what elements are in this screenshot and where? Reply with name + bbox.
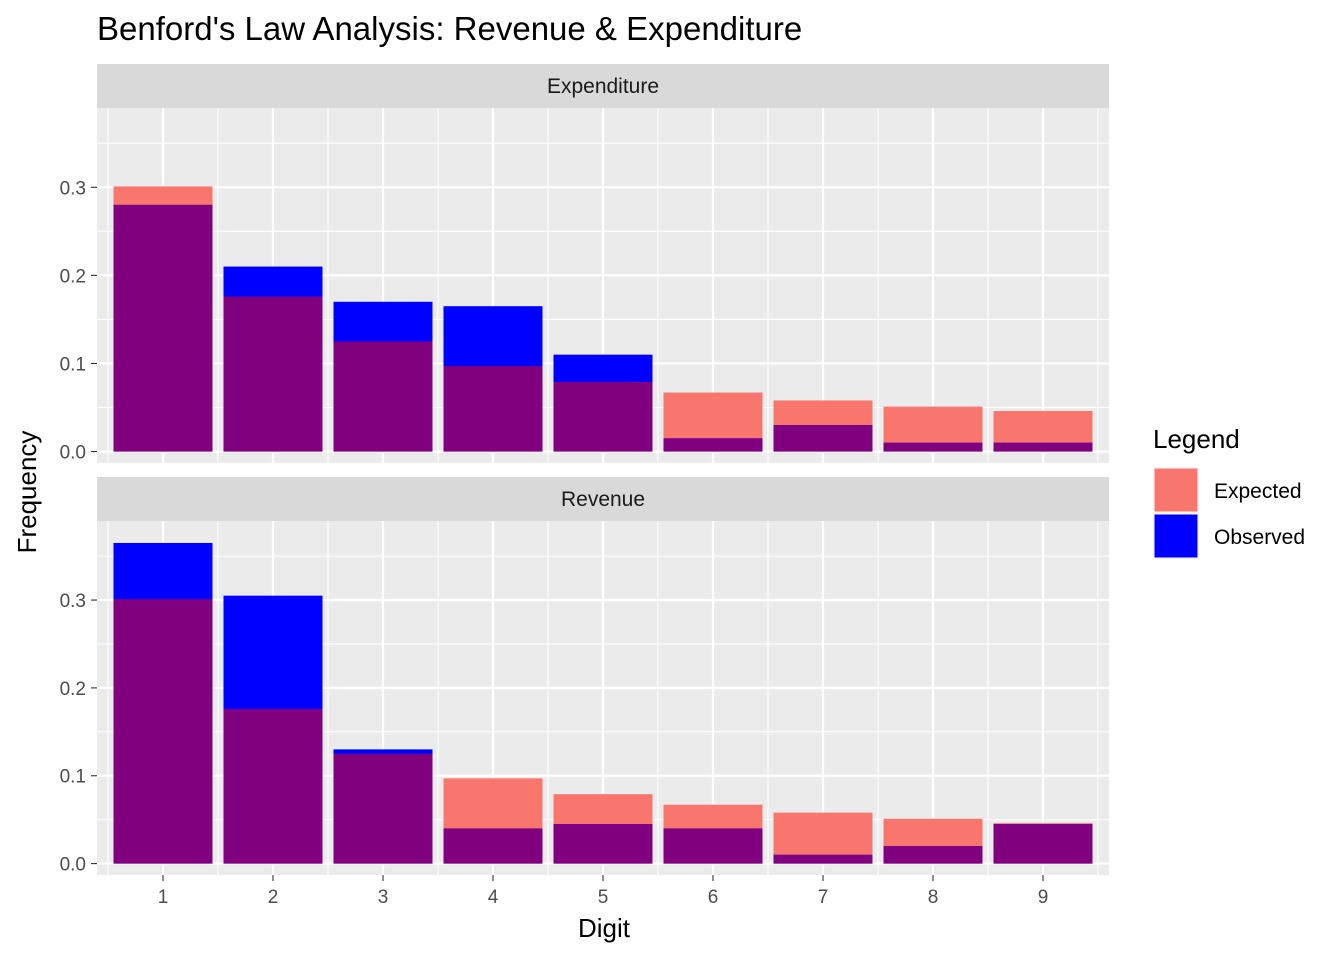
y-tick-label: 0.0 xyxy=(60,855,86,876)
bar-overlap-expenditure-2 xyxy=(223,296,323,452)
chart-title: Benford's Law Analysis: Revenue & Expend… xyxy=(97,10,802,47)
legend-swatch-observed xyxy=(1153,513,1199,559)
facet-expenditure: Expenditure 0.0 0.1 0.2 0.3 xyxy=(60,64,1109,464)
y-tick-label: 0.3 xyxy=(60,178,86,199)
x-axis-title: Digit xyxy=(578,913,631,943)
facet-label-expenditure: Expenditure xyxy=(547,75,659,98)
bar-overlap-revenue-4 xyxy=(443,828,543,864)
y-tick-label: 0.1 xyxy=(60,767,86,788)
x-tick-label: 9 xyxy=(1038,887,1049,908)
bar-overlap-revenue-6 xyxy=(663,828,763,864)
bar-overlap-expenditure-6 xyxy=(663,438,763,452)
x-tick-label: 3 xyxy=(378,887,389,908)
x-tick-label: 1 xyxy=(158,887,169,908)
bar-overlap-revenue-9 xyxy=(993,824,1093,864)
bar-overlap-expenditure-3 xyxy=(333,341,433,452)
bar-overlap-expenditure-4 xyxy=(443,366,543,452)
bar-overlap-expenditure-7 xyxy=(773,425,873,452)
y-axis-title: Frequency xyxy=(12,431,42,554)
legend: Legend Expected Observed xyxy=(1153,424,1305,559)
bar-overlap-revenue-3 xyxy=(333,753,433,864)
y-tick-label: 0.2 xyxy=(60,679,86,700)
bar-overlap-revenue-7 xyxy=(773,854,873,864)
x-tick-label: 8 xyxy=(928,887,939,908)
facet-panels: Expenditure 0.0 0.1 0.2 0.3 Revenue 0.0 0.1 0.2 0… xyxy=(60,64,1109,876)
facet-label-revenue: Revenue xyxy=(561,488,645,511)
legend-title: Legend xyxy=(1153,424,1240,454)
facet-revenue: Revenue 0.0 0.1 0.2 0.3 xyxy=(60,477,1109,876)
x-tick-label: 5 xyxy=(598,887,609,908)
y-tick-label: 0.0 xyxy=(60,443,86,464)
x-tick-label: 6 xyxy=(708,887,719,908)
bar-overlap-revenue-2 xyxy=(223,708,323,864)
x-axis: 1 2 3 4 5 6 7 8 9 xyxy=(158,875,1049,908)
bar-overlap-revenue-8 xyxy=(883,846,983,864)
bar-overlap-expenditure-5 xyxy=(553,381,653,452)
facet-strip-expenditure xyxy=(97,64,1109,108)
legend-label-observed: Observed xyxy=(1214,526,1305,549)
bar-overlap-revenue-1 xyxy=(113,599,213,864)
x-tick-label: 4 xyxy=(488,887,499,908)
x-tick-label: 2 xyxy=(268,887,279,908)
facet-strip-revenue xyxy=(97,477,1109,521)
y-tick-label: 0.2 xyxy=(60,266,86,287)
bar-overlap-expenditure-1 xyxy=(113,204,213,452)
legend-label-expected: Expected xyxy=(1214,480,1302,503)
bar-overlap-expenditure-9 xyxy=(993,442,1093,452)
legend-swatch-expected xyxy=(1153,467,1199,513)
y-tick-label: 0.1 xyxy=(60,354,86,375)
x-tick-label: 7 xyxy=(818,887,829,908)
y-tick-label: 0.3 xyxy=(60,591,86,612)
bar-overlap-revenue-5 xyxy=(553,824,653,864)
bar-overlap-expenditure-8 xyxy=(883,442,983,452)
